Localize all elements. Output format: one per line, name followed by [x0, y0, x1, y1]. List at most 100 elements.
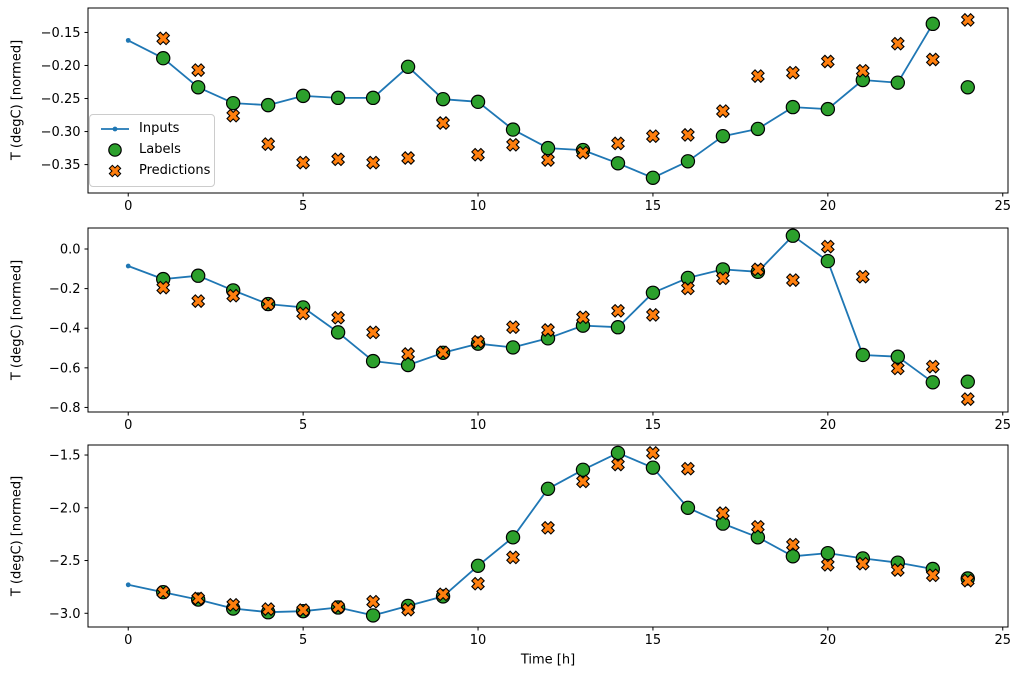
labels-point	[610, 445, 626, 461]
x-tick-label: 20	[820, 199, 837, 214]
labels-point	[295, 88, 311, 104]
predictions-x-icon	[99, 163, 131, 179]
y-tick-label: −0.35	[41, 158, 81, 173]
predictions-point	[925, 359, 940, 374]
inputs-line	[127, 23, 934, 179]
x-tick-label: 25	[994, 418, 1011, 433]
labels-point	[190, 80, 206, 95]
inputs-line	[128, 451, 933, 617]
legend-label-labels: Labels	[139, 142, 181, 157]
labels-point	[610, 156, 626, 171]
labels-point	[470, 94, 486, 110]
predictions-point	[925, 568, 940, 583]
predictions-point	[436, 587, 451, 602]
y-tick-label: −0.4	[49, 322, 81, 337]
y-tick-label: −0.8	[49, 401, 81, 416]
labels-point	[890, 349, 906, 364]
x-tick-label: 20	[820, 418, 837, 433]
predictions-point	[436, 116, 451, 130]
predictions-point	[645, 129, 660, 144]
labels-point	[540, 481, 556, 496]
predictions-point	[890, 563, 905, 577]
predictions-point	[401, 602, 416, 617]
predictions-point	[785, 65, 800, 80]
predictions-point	[191, 294, 206, 309]
labels-point	[330, 325, 346, 340]
labels-point	[925, 375, 940, 390]
labels-point	[470, 558, 486, 574]
predictions-point	[296, 306, 311, 321]
labels-point	[225, 95, 241, 111]
predictions-point	[576, 310, 590, 325]
predictions-point	[750, 69, 765, 84]
predictions-point	[296, 155, 311, 170]
predictions-point	[366, 325, 381, 340]
predictions-point	[366, 155, 381, 170]
predictions-point	[296, 603, 311, 618]
x-tick-label: 5	[299, 633, 307, 648]
labels-point	[785, 228, 801, 243]
x-tick-label: 25	[994, 199, 1011, 214]
axes-frame-middle	[87, 227, 1009, 413]
labels-point	[435, 91, 451, 107]
inputs-point	[125, 582, 131, 588]
predictions-point	[191, 591, 206, 606]
predictions-point	[960, 573, 975, 588]
legend-label-predictions: Predictions	[139, 163, 211, 178]
x-tick-label: 0	[124, 199, 132, 214]
predictions-point	[226, 108, 241, 123]
labels-point	[156, 51, 171, 66]
labels-point	[680, 500, 696, 515]
labels-point	[505, 530, 521, 545]
y-tick-label: −2.5	[49, 554, 81, 569]
y-tick-label: −0.25	[41, 92, 81, 107]
labels-point	[330, 90, 346, 106]
x-tick-label: 10	[470, 199, 487, 214]
y-tick-label: −1.5	[49, 449, 81, 464]
predictions-point	[506, 320, 520, 335]
x-tick-label: 20	[820, 633, 837, 648]
predictions-point	[611, 136, 625, 151]
predictions-point	[645, 307, 660, 322]
labels-point	[785, 549, 801, 564]
predictions-point	[960, 392, 975, 407]
y-tick-label: −0.15	[41, 26, 81, 41]
labels-point	[645, 285, 661, 300]
labels-point	[960, 374, 975, 389]
x-tick-label: 15	[645, 418, 662, 433]
panel-top: −0.15 −0.20 −0.25 −0.30 −0.35 0 5 10 15 20 25	[41, 7, 1011, 214]
y-axis-label-bottom: T (degC) [normed]	[9, 475, 25, 597]
predictions-point	[471, 334, 485, 349]
predictions-point	[820, 54, 835, 69]
x-tick-label: 0	[124, 633, 132, 648]
predictions-point	[261, 602, 276, 617]
predictions-point	[261, 297, 276, 312]
x-tick-label: 0	[124, 418, 132, 433]
predictions-point	[960, 12, 975, 27]
x-tick-label: 25	[994, 633, 1011, 648]
predictions-point	[715, 271, 730, 286]
predictions-point	[191, 63, 206, 78]
legend: Inputs Labels Predictions	[89, 114, 215, 187]
x-tick-label: 5	[299, 418, 307, 433]
labels-point	[260, 97, 276, 113]
predictions-point	[261, 137, 276, 152]
legend-label-inputs: Inputs	[139, 121, 180, 136]
predictions-point	[855, 556, 870, 571]
predictions-point	[226, 288, 241, 303]
predictions-point	[226, 597, 241, 612]
labels-point	[750, 530, 766, 545]
predictions-point	[715, 104, 730, 119]
labels-point	[505, 340, 521, 355]
predictions-point	[366, 594, 381, 609]
predictions-point	[820, 239, 835, 254]
panel-middle: 0.0 −0.2 −0.4 −0.6 −0.8 0 5 10 15 20 25	[49, 227, 1011, 433]
y-tick-label: −2.0	[49, 501, 81, 516]
labels-point	[400, 59, 416, 75]
labels-point	[785, 99, 801, 115]
labels-point	[820, 545, 836, 561]
labels-point	[890, 75, 906, 90]
predictions-point	[331, 600, 346, 614]
